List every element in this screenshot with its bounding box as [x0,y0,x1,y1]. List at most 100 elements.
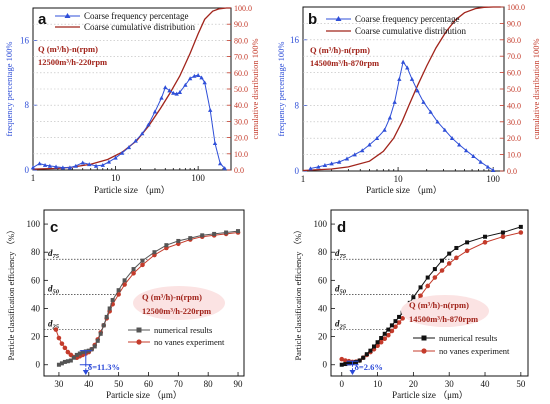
panel-c-label: c [50,219,58,236]
panel-d-reference-label-d25: d25 [335,319,347,331]
panel-d-experiment-point [418,293,423,299]
panel-d-x-tick-label: 40 [481,379,491,389]
panel-b-frequency-point [400,59,406,64]
panel-a-frequency-point [199,75,204,80]
panel-c-numerical-point [89,347,94,352]
panel-c-experiment-point [56,335,62,341]
panel-d-y-tick-label: 80 [318,247,328,257]
panel-a-annotation-value: 12500m³/h-220rpm [38,57,107,67]
panel-c-annotation-title: Q (m³/h)-n(rpm) [142,292,202,302]
panel-a-frequency-point [167,88,172,93]
panel-d-numerical-point [389,323,394,328]
panel-b-y2-tick-label: 80.0 [507,36,521,45]
panel-d-xlabel: Particle size （μm） [392,390,468,400]
panel-c-numerical-point [224,230,229,235]
panel-a-legend-frequency: Coarse frequency percentage [84,11,188,21]
panel-c-reference-label-d75: d75 [48,248,60,260]
panel-a-frequency-point [174,91,179,96]
panel-d-experiment-point [382,336,388,342]
panel-c-legend-marker-experiment [136,339,142,345]
panel-d-delta-label: δ=2.6% [354,362,382,372]
panel-a-frequency-point [177,90,183,94]
panel-c-y-tick-label: 20 [31,332,41,342]
panel-c-y-tick-label: 60 [31,275,41,285]
panel-b-x-tick-label: 10 [394,174,404,184]
panel-d-numerical-point [339,362,344,367]
panel-c-numerical-point [164,243,169,248]
panel-d-x-tick-label: 20 [409,379,419,389]
panel-c-numerical-point [80,350,85,355]
panel-a-annotation-title: Q (m³/h)-n(rpm) [38,44,98,54]
panel-b-ylabel: frequency percentage 100% [276,42,286,137]
panel-a-frequency-point [187,76,193,81]
panel-a-frequency-point [218,161,223,166]
panel-c-ylabel: Particle classification efficiency （%） [6,225,16,360]
panel-b-frequency-point [471,154,476,158]
panel-d-label: d [337,219,346,236]
panel-c-legend-marker-numerical [136,327,142,333]
panel-d-experiment-point [439,268,445,273]
panel-c-numerical-point [68,358,73,363]
panel-c-numerical-point [116,288,121,293]
panel-c-numerical-point [104,314,109,319]
panel-d-numerical-point [364,352,369,357]
panel-b-frequency-point [449,136,455,140]
panel-d-x-tick-label: 30 [445,379,455,389]
panel-b-x-tick-label: 1 [301,174,306,184]
panel-a-frequency-point [163,85,168,90]
panel-b-frequency-point [457,142,462,147]
panel-a-x-tick-label: 100 [191,173,205,183]
panel-c-annotation-value: 12500m³/h-220rpm [142,306,211,316]
panel-c-numerical-point [107,306,112,311]
panel-d-numerical-point [418,285,423,290]
panel-d-experiment-point [375,343,380,349]
panel-d-experiment-point [386,332,391,338]
panel-a-frequency-point [171,90,176,95]
panel-a-ylabel: frequency percentage 100% [4,42,14,137]
panel-d-numerical-point [354,359,359,364]
panel-b-y2-tick-label: 40.0 [507,101,521,110]
panel-a-frequency-point [73,163,79,168]
panel-d-delta-arrowhead [349,370,356,375]
panel-b-frequency-point [428,109,433,114]
panel-c-reference-label-d25: d25 [48,319,60,331]
panel-b-y2-tick-label: 100.0 [507,3,525,12]
panel-a-label: a [38,11,47,28]
panel-b-y2-tick-label: 10.0 [507,151,521,160]
panel-b-label: b [308,11,317,28]
panel-c-x-tick-label: 60 [144,379,154,389]
panel-b-frequency-point [352,152,357,157]
panel-c-x-tick-label: 70 [174,379,184,389]
panel-c-numerical-point [200,233,205,238]
panel-b-y2-tick-label: 20.0 [507,134,521,143]
panel-b-y2-tick-label: 70.0 [507,52,521,61]
panel-c-numerical-point [71,355,76,360]
panel-d-numerical-point [432,267,437,272]
panel-a-frequency-point [37,161,42,166]
panel-c-plot-frame [43,209,245,377]
panel-d-y-tick-label: 100 [314,219,328,229]
panel-c-numerical-point [98,331,103,336]
panel-a-y2label: cumulative distribution 100% [250,38,260,139]
panel-a-y2-tick-label: 50.0 [234,85,248,94]
panel-a-y-tick-label: 0 [25,165,30,175]
panel-b-frequency-point [367,142,372,147]
panel-d-numerical-point [368,348,373,353]
panel-a-marks: 1 10 100 0 8 16 0.0 10.0 20.0 30.0 40.0 50.0 60.0 70.… [20,4,252,183]
panel-a-frequency-point [87,162,92,167]
panel-d-y-tick-label: 20 [318,332,328,342]
panel-d-numerical-point [483,234,488,239]
panel-d-plot-frame [330,209,529,377]
panel-d-numerical-point [375,340,380,345]
panel-c-numerical-point [140,258,145,263]
panel-b-cumulative-line [302,6,501,172]
panel-d-experiment-point [432,275,438,280]
panel-c-y-tick-label: 0 [36,360,41,370]
panel-a-xlabel: Particle size （μm） [94,185,170,195]
panel-d-numerical-point [382,331,387,336]
panel-d-numerical-point [371,344,376,349]
panel-c-experiment-point [131,271,136,276]
panel-d-numerical-point [518,224,523,229]
panel-a-frequency-point [126,145,132,150]
